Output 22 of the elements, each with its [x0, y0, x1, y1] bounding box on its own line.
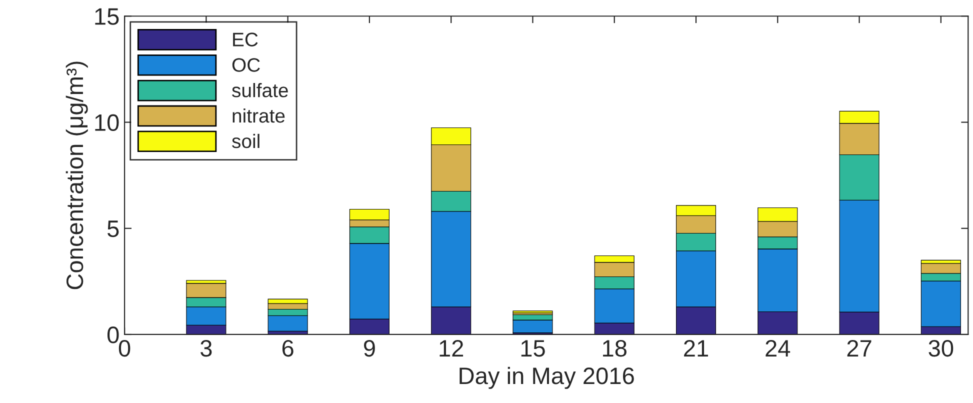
y-tick-label: 10	[95, 114, 119, 132]
x-tick-label: 3	[200, 340, 212, 357]
x-tick-label: 21	[684, 340, 708, 356]
y-tick-label: 15	[95, 8, 119, 25]
legend-label: nitrate	[232, 108, 285, 123]
legend-label: sulfate	[232, 83, 288, 98]
x-tick-label: 12	[440, 340, 464, 356]
x-tick-label: 18	[603, 340, 626, 357]
x-tick-label: 6	[282, 340, 294, 357]
legend-label: soil	[232, 134, 260, 148]
legend-label: EC	[233, 32, 258, 46]
x-tick-label: 30	[928, 340, 954, 357]
x-tick-label: 27	[847, 340, 872, 356]
y-axis-title: Concentration (μg/m³)	[66, 62, 88, 290]
legend-label: OC	[232, 58, 260, 72]
x-tick-label: 15	[521, 340, 545, 357]
y-tick-label: 5	[107, 220, 119, 238]
x-tick-label: 24	[766, 340, 790, 356]
x-tick-label: 9	[364, 340, 375, 357]
x-tick-label: 0	[118, 340, 130, 357]
y-tick-label: 0	[107, 326, 119, 344]
x-axis-title: Day in May 2016	[460, 366, 634, 389]
